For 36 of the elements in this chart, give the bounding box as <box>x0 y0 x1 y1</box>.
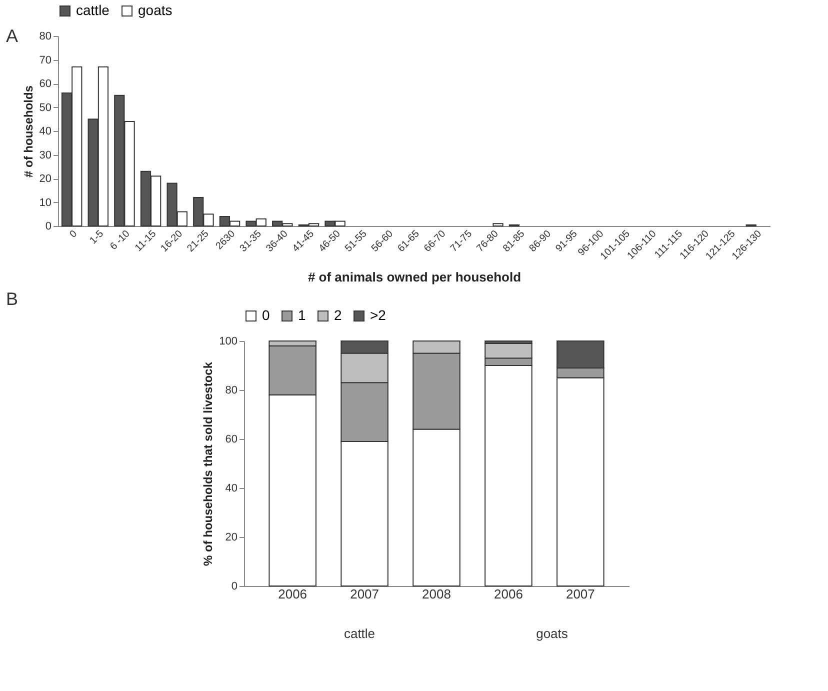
y-tick-label: 10 <box>39 196 52 209</box>
y-tick-label: 60 <box>225 434 238 446</box>
x-tick-label: 2006 <box>278 586 308 602</box>
y-tick-label: 20 <box>39 173 52 185</box>
legend-label: 0 <box>262 307 270 323</box>
y-tick-label: 30 <box>39 149 52 162</box>
y-tick-label: 0 <box>45 220 52 232</box>
x-tick-label: 2007 <box>566 586 595 602</box>
y-tick-label: 70 <box>39 54 52 66</box>
y-tick-label: 80 <box>225 384 238 396</box>
text: goats <box>536 626 568 641</box>
y-tick-label: 20 <box>225 532 238 544</box>
text: cattle <box>344 626 376 641</box>
text: B <box>6 289 18 309</box>
legend-label: >2 <box>370 307 386 323</box>
text: A <box>6 26 18 46</box>
legend-label: cattle <box>76 2 110 18</box>
y-axis-title: # of households <box>21 85 36 178</box>
bar <box>492 223 504 226</box>
y-tick-label: 100 <box>219 336 238 348</box>
x-tick-label: 0 <box>68 228 80 240</box>
y-tick-label: 40 <box>225 482 238 494</box>
y-axis-title: % of households that sold livestock <box>201 362 216 566</box>
y-tick-label: 60 <box>39 78 52 90</box>
legend-label: 2 <box>334 307 342 323</box>
x-axis-title: # of animals owned per household <box>308 270 522 285</box>
x-tick-label: 1-5 <box>88 228 106 246</box>
x-tick-label: 2008 <box>422 586 451 602</box>
legend-label: goats <box>138 2 172 18</box>
x-tick-label: 2006 <box>494 586 523 602</box>
y-tick-label: 50 <box>39 102 52 114</box>
y-tick-label: 80 <box>39 30 52 42</box>
x-tick-label: 6 -10 <box>108 228 133 252</box>
x-tick-label: 2007 <box>350 586 379 602</box>
y-tick-label: 40 <box>39 126 52 138</box>
legend-label: 1 <box>298 307 306 323</box>
